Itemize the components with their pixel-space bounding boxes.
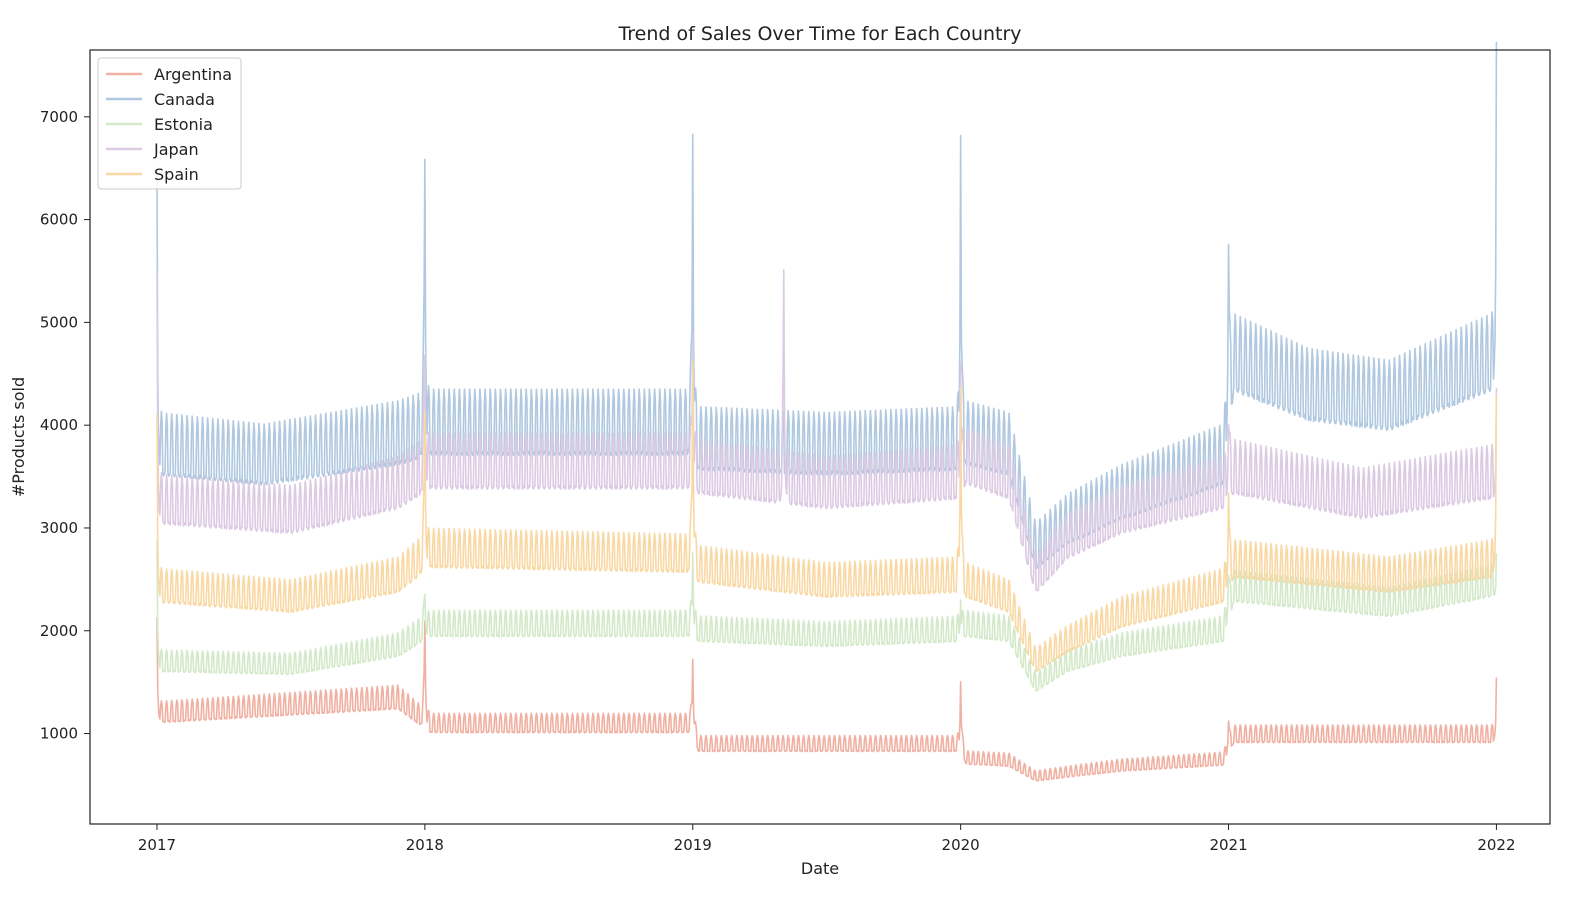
y-tick-label: 6000: [40, 211, 78, 229]
y-axis: 1000 2000 3000 4000 5000 6000 7000: [40, 108, 90, 743]
legend-label-argentina: Argentina: [154, 65, 232, 84]
x-tick-label: 2018: [406, 836, 444, 854]
x-axis: 2017 2018 2019 2020 2021 2022: [138, 824, 1516, 854]
legend-label-canada: Canada: [154, 90, 215, 109]
legend-box: [97, 57, 242, 190]
legend-label-japan: Japan: [153, 140, 199, 159]
y-tick-label: 3000: [40, 519, 78, 537]
series-line-spain: [156, 360, 1498, 673]
y-tick-label: 5000: [40, 313, 78, 331]
x-tick-label: 2020: [942, 836, 980, 854]
series-line-canada: [156, 41, 1498, 570]
chart-title: Trend of Sales Over Time for Each Countr…: [617, 23, 1021, 45]
y-tick-label: 2000: [40, 622, 78, 640]
legend-label-spain: Spain: [154, 165, 199, 184]
x-axis-label: Date: [801, 859, 839, 878]
legend: Argentina Canada Estonia Japan Spain: [97, 57, 242, 190]
x-tick-label: 2019: [674, 836, 712, 854]
x-tick-label: 2017: [138, 836, 176, 854]
x-tick-label: 2021: [1209, 836, 1247, 854]
legend-label-estonia: Estonia: [154, 115, 213, 134]
y-tick-label: 1000: [40, 725, 78, 743]
y-tick-label: 4000: [40, 416, 78, 434]
series-line-estonia: [156, 540, 1498, 693]
series-layer: [156, 41, 1498, 782]
y-axis-label: #Products sold: [9, 377, 28, 497]
plot-area-frame: [89, 49, 1551, 825]
x-tick-label: 2022: [1477, 836, 1515, 854]
y-tick-label: 7000: [40, 108, 78, 126]
series-line-japan: [156, 268, 1498, 592]
series-line-argentina: [156, 617, 1498, 782]
